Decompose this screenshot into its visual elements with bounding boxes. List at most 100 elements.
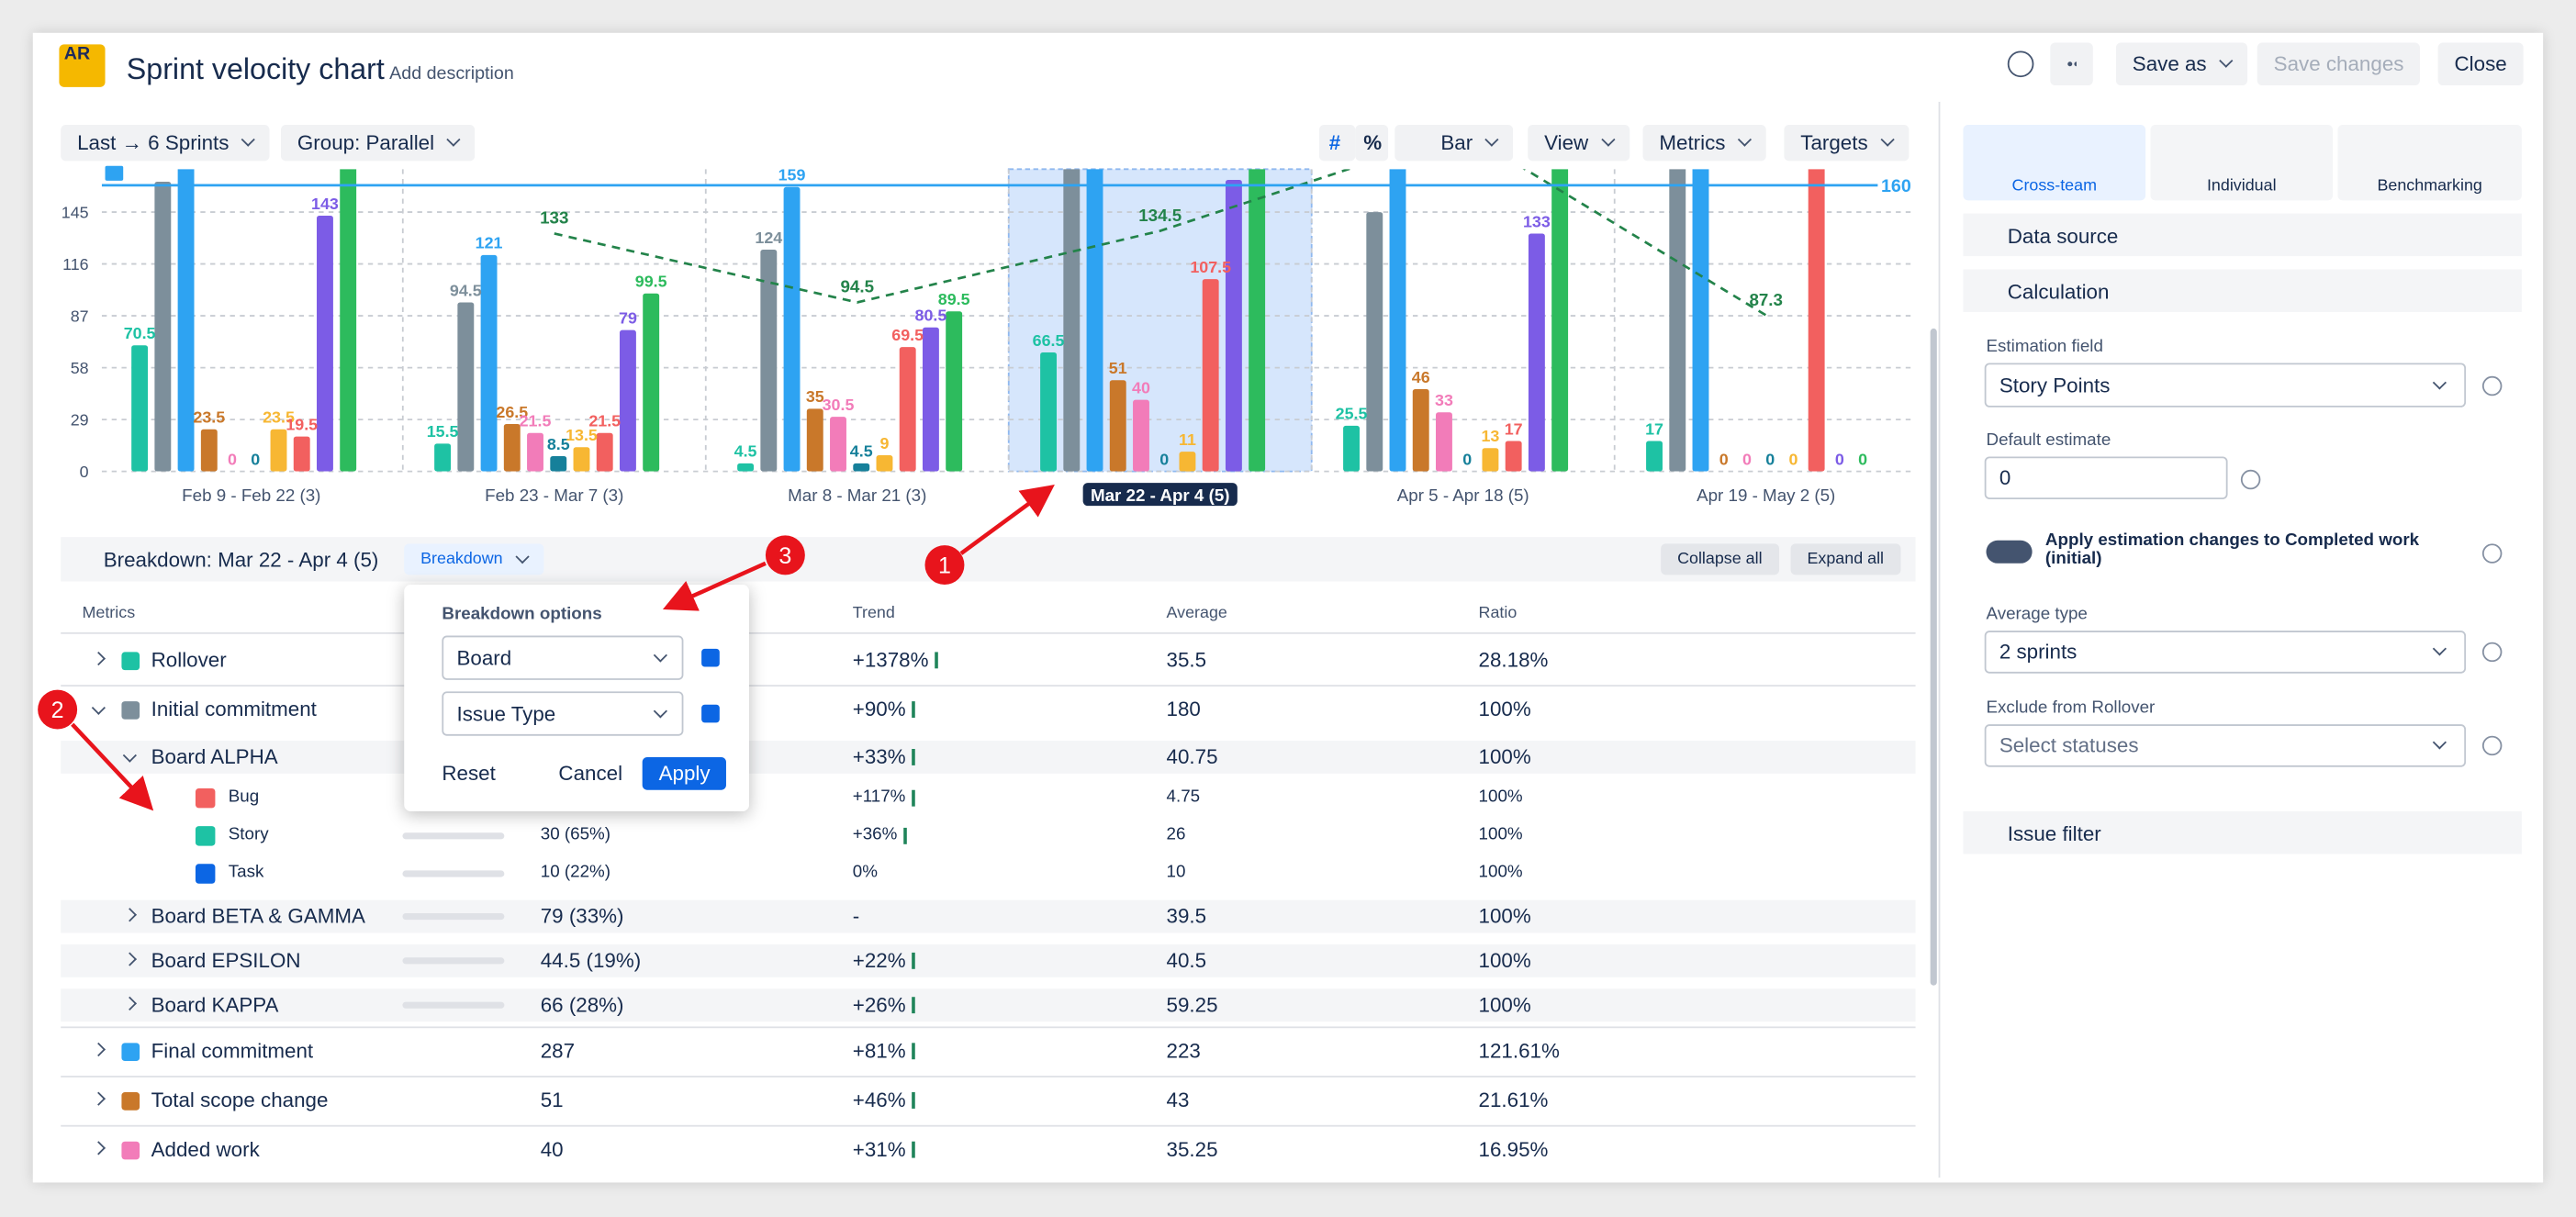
metric-swatch: #7d8f9b: [121, 701, 140, 720]
bar: [1225, 180, 1242, 472]
metric-ratio: 16.95%: [1478, 1138, 1549, 1162]
bar-label: 23.5: [263, 408, 295, 427]
info-icon: [2481, 375, 2503, 396]
field-input[interactable]: 0: [1984, 456, 2228, 500]
bar-label: 80.5: [915, 307, 947, 325]
metric-trend: +90%: [852, 698, 906, 721]
bar-label: 0: [1462, 450, 1472, 468]
targets-menu[interactable]: Targets: [1784, 125, 1910, 162]
tab[interactable]: [2150, 125, 2334, 201]
bar: [1692, 169, 1709, 472]
plot-area: [131, 169, 1825, 472]
metric-trend: +1378%: [852, 648, 929, 672]
trend-arrow: [912, 789, 915, 807]
bar-label: 4.5: [850, 442, 873, 461]
x-tick-label: Feb 23 - Mar 7 (3): [485, 486, 623, 505]
breakdown-mode[interactable]: Breakdown: [404, 543, 544, 575]
bar: [1040, 352, 1058, 472]
bar-label: 17: [1505, 419, 1523, 438]
bar-label: 0: [1742, 450, 1752, 468]
count-toggle[interactable]: #: [1318, 125, 1356, 162]
apply-button[interactable]: Apply: [642, 756, 727, 790]
section-title: Data source: [2007, 225, 2119, 249]
section[interactable]: [1963, 811, 2522, 854]
chart-type[interactable]: Bar: [1394, 125, 1514, 162]
trend-arrow: [912, 952, 915, 969]
expand-all[interactable]: Expand all: [1790, 543, 1900, 575]
section[interactable]: [1963, 269, 2522, 313]
save-as-button[interactable]: Save as: [2115, 42, 2248, 86]
trend-arrow: [912, 701, 915, 719]
bar-label: 15.5: [427, 422, 459, 441]
metric-trend: -: [852, 905, 860, 929]
target-handle: [105, 165, 124, 181]
checkbox[interactable]: [701, 648, 720, 667]
info-icon: [2481, 735, 2503, 756]
help-icon[interactable]: [2007, 50, 2034, 78]
section[interactable]: [1963, 213, 2522, 257]
bar: [1808, 169, 1825, 472]
y-tick-label: 116: [62, 255, 89, 274]
bar-label: 35: [806, 387, 824, 406]
group-filter[interactable]: Group: Parallel: [281, 125, 476, 162]
breakdown-title: Breakdown: Mar 22 - Apr 4 (5): [103, 548, 379, 572]
more-icon: [2067, 61, 2077, 67]
metrics-menu[interactable]: Metrics: [1642, 125, 1767, 162]
bar-label: 51: [1109, 359, 1127, 377]
bar: [1179, 452, 1196, 472]
bar: [1086, 169, 1103, 472]
metric-trend: +31%: [852, 1138, 906, 1162]
field-select[interactable]: 2 sprints: [1984, 631, 2467, 674]
bar: [1109, 380, 1126, 472]
add-description[interactable]: Add description: [389, 63, 514, 84]
popup-title: Breakdown options: [442, 604, 602, 625]
view-menu[interactable]: View: [1528, 125, 1630, 162]
row-bg: [61, 943, 1916, 977]
close-button[interactable]: Close: [2437, 42, 2524, 86]
more-button[interactable]: [2050, 42, 2093, 86]
metric-trend: +33%: [852, 745, 906, 769]
tab[interactable]: [1963, 125, 2146, 201]
bar-label: 107.5: [1190, 258, 1231, 276]
bar: [457, 302, 475, 472]
checkbox[interactable]: [701, 704, 720, 723]
metric-ratio: 21.61%: [1478, 1089, 1549, 1112]
bar: [1249, 169, 1266, 472]
cancel-button[interactable]: Cancel: [542, 756, 639, 790]
field-select[interactable]: Story Points: [1984, 363, 2467, 408]
collapse-all[interactable]: Collapse all: [1661, 543, 1779, 575]
tab-label: Cross-team: [2011, 177, 2098, 195]
bar-label: 94.5: [450, 281, 482, 299]
target-label: 160: [1881, 176, 1911, 196]
metric-ratio: 121.61%: [1478, 1039, 1560, 1063]
bar: [527, 432, 543, 472]
bar: [876, 455, 893, 472]
reset-button[interactable]: Reset: [442, 762, 496, 786]
bar-label: 13: [1481, 427, 1499, 445]
tab[interactable]: [2337, 125, 2522, 201]
field-label: Estimation field: [1986, 336, 2103, 357]
percent-toggle[interactable]: %: [1355, 125, 1389, 162]
row-rule: [61, 1076, 1916, 1077]
metric-value: 10 (22%): [540, 862, 610, 882]
share-bar: [402, 870, 505, 877]
metric-swatch: #2ea3f2: [121, 1043, 140, 1062]
toggle[interactable]: [1986, 540, 2033, 564]
bar: [1436, 412, 1452, 472]
bar-label: 0: [1788, 450, 1798, 468]
popup-field[interactable]: Issue Type: [442, 691, 684, 736]
field-select[interactable]: Select statuses: [1984, 724, 2467, 767]
row-rule: [61, 1026, 1916, 1029]
share-bar: [402, 957, 505, 965]
save-changes-button[interactable]: Save changes: [2257, 42, 2421, 86]
metric-average: 40.5: [1166, 949, 1207, 973]
bar: [899, 347, 916, 472]
x-tick-label: Feb 9 - Feb 22 (3): [182, 486, 320, 505]
metric-ratio: 100%: [1478, 698, 1531, 721]
share-bar: [402, 832, 505, 840]
popup-field[interactable]: Board: [442, 635, 684, 680]
sprint-filter[interactable]: Last → 6 Sprints: [61, 125, 271, 162]
bar: [434, 443, 452, 472]
